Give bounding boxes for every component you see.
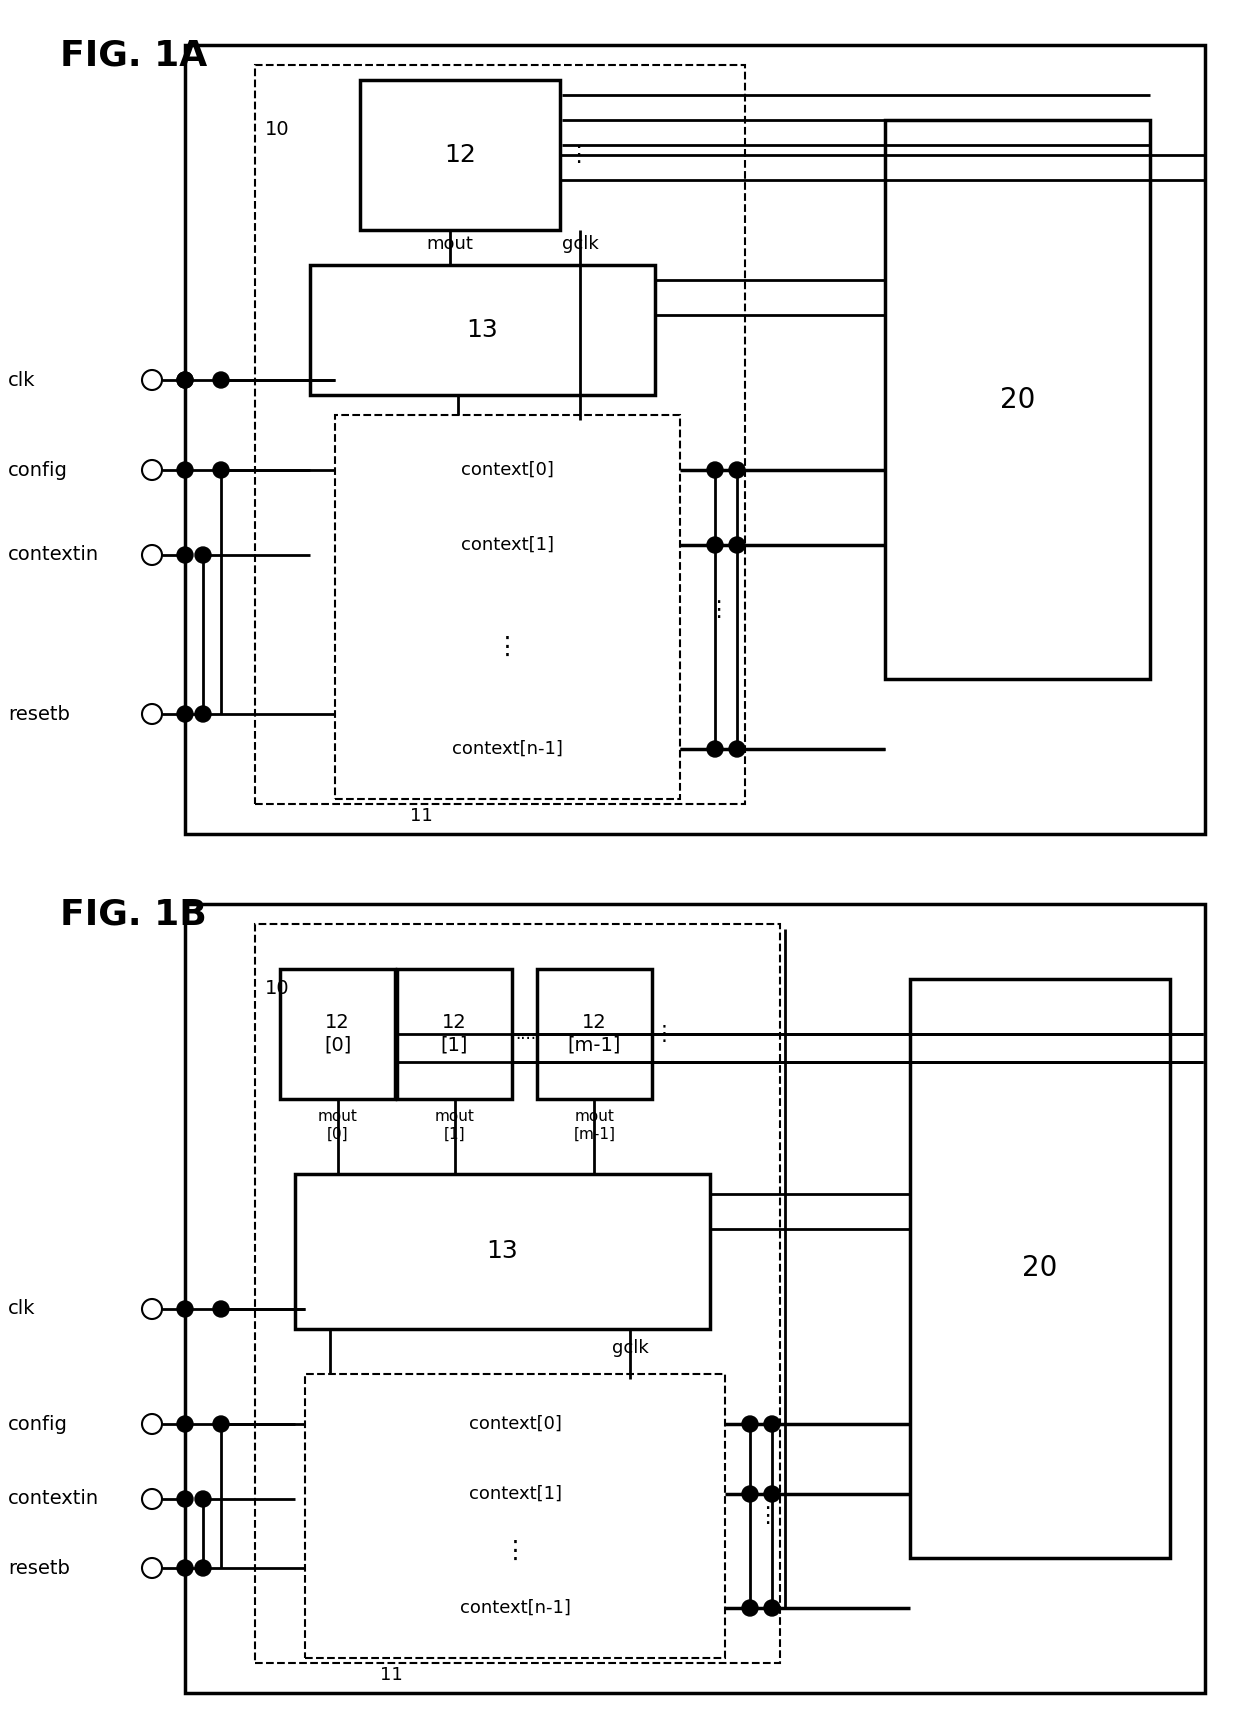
Bar	[910, 979, 1171, 1558]
Circle shape	[177, 1416, 193, 1433]
Text: FIG. 1B: FIG. 1B	[60, 897, 207, 931]
Circle shape	[213, 373, 229, 388]
Text: 20: 20	[1022, 1254, 1058, 1283]
Bar	[885, 120, 1149, 679]
Text: 11: 11	[379, 1666, 403, 1684]
Circle shape	[742, 1599, 758, 1617]
Bar	[255, 924, 780, 1663]
Text: 12
[m-1]: 12 [m-1]	[568, 1014, 621, 1055]
Text: context[1]: context[1]	[469, 1484, 562, 1503]
Text: clk: clk	[7, 371, 36, 390]
Circle shape	[177, 546, 193, 564]
Circle shape	[195, 546, 211, 564]
Text: clk: clk	[7, 1299, 36, 1318]
Text: ....: ....	[516, 1026, 537, 1043]
Text: mout
[0]: mout [0]	[317, 1110, 357, 1141]
Circle shape	[177, 373, 193, 388]
Circle shape	[707, 740, 723, 758]
Text: context[n-1]: context[n-1]	[453, 740, 563, 758]
Text: contextin: contextin	[7, 1490, 99, 1508]
Circle shape	[195, 1491, 211, 1507]
Bar	[360, 81, 560, 230]
Bar	[185, 904, 1205, 1692]
Circle shape	[213, 1416, 229, 1433]
Bar	[280, 969, 396, 1100]
Text: resetb: resetb	[7, 704, 69, 723]
Text: ⋮: ⋮	[707, 600, 729, 620]
Circle shape	[177, 1301, 193, 1318]
Text: mout
[m-1]: mout [m-1]	[573, 1110, 615, 1141]
Text: mout
[1]: mout [1]	[434, 1110, 475, 1141]
Text: ⋮: ⋮	[495, 636, 520, 660]
Text: 12: 12	[444, 143, 476, 167]
Bar	[537, 969, 652, 1100]
Text: context[0]: context[0]	[469, 1416, 562, 1433]
Text: 10: 10	[265, 120, 290, 139]
Circle shape	[195, 1560, 211, 1575]
Circle shape	[707, 462, 723, 478]
Bar	[310, 265, 655, 395]
Bar	[295, 1173, 711, 1330]
Bar	[397, 969, 512, 1100]
Text: 12
[1]: 12 [1]	[440, 1014, 469, 1055]
Bar	[335, 416, 680, 799]
Text: context[1]: context[1]	[461, 536, 554, 553]
Text: FIG. 1A: FIG. 1A	[60, 38, 207, 72]
Text: 13: 13	[466, 318, 498, 342]
Text: context[0]: context[0]	[461, 460, 554, 479]
Text: 10: 10	[265, 979, 290, 998]
Circle shape	[213, 462, 229, 478]
Circle shape	[742, 1486, 758, 1502]
Text: mout: mout	[427, 235, 474, 253]
Text: ⋮: ⋮	[567, 144, 589, 165]
Text: config: config	[7, 460, 68, 479]
Circle shape	[177, 1491, 193, 1507]
Bar	[255, 65, 745, 804]
Text: contextin: contextin	[7, 546, 99, 565]
Text: 20: 20	[999, 385, 1035, 414]
Circle shape	[729, 740, 745, 758]
Text: 13: 13	[486, 1239, 518, 1263]
Circle shape	[729, 462, 745, 478]
Bar	[185, 45, 1205, 833]
Circle shape	[764, 1416, 780, 1433]
Bar	[305, 1374, 725, 1658]
Text: ⋮: ⋮	[756, 1507, 779, 1526]
Circle shape	[177, 706, 193, 722]
Text: config: config	[7, 1414, 68, 1433]
Circle shape	[764, 1486, 780, 1502]
Text: gclk: gclk	[611, 1338, 649, 1357]
Text: context[n-1]: context[n-1]	[460, 1599, 570, 1617]
Text: gclk: gclk	[562, 235, 599, 253]
Circle shape	[195, 706, 211, 722]
Text: 11: 11	[410, 807, 433, 825]
Circle shape	[177, 1560, 193, 1575]
Circle shape	[707, 538, 723, 553]
Text: resetb: resetb	[7, 1558, 69, 1577]
Text: ⋮: ⋮	[653, 1024, 675, 1045]
Circle shape	[177, 462, 193, 478]
Circle shape	[742, 1416, 758, 1433]
Circle shape	[213, 1301, 229, 1318]
Text: ⋮: ⋮	[502, 1539, 527, 1563]
Circle shape	[764, 1599, 780, 1617]
Circle shape	[729, 538, 745, 553]
Text: 12
[0]: 12 [0]	[324, 1014, 351, 1055]
Circle shape	[177, 373, 193, 388]
